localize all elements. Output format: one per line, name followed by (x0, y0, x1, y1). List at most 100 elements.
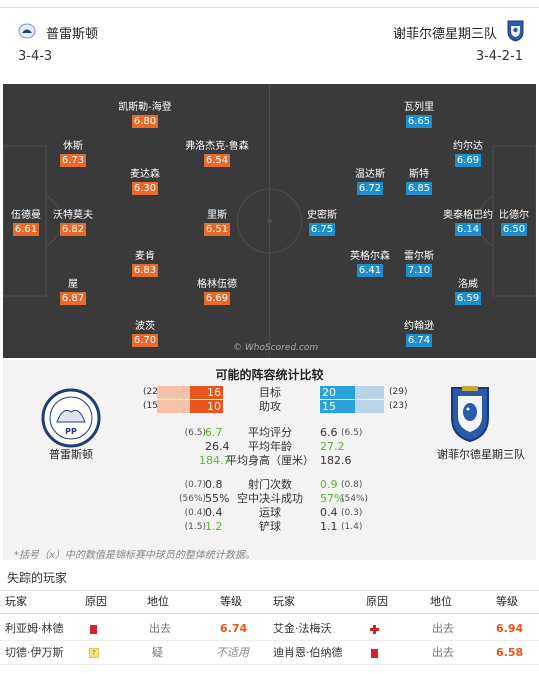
table-header: 玩家 原因 地位 等级 玩家 原因 地位 等级 (0, 590, 539, 614)
avg-rating-row: (6.5) 6.7 平均评分 6.6 (6.5) (3, 426, 536, 440)
away-player-2[interactable]: 约尔达 6.69 (432, 140, 504, 167)
home-assists-bar: 10 (157, 400, 223, 413)
home-assists-fill (190, 400, 223, 413)
away-paren: (0.3) (341, 508, 363, 518)
player-name: 比德尔 (499, 210, 529, 221)
away-player-6[interactable]: 斯特 6.85 (383, 168, 455, 195)
col-reason[interactable]: 原因 (366, 595, 388, 608)
pitch-lines (3, 84, 536, 358)
injury-cross-icon (369, 617, 380, 641)
stat-label: 平均年龄 (248, 440, 292, 453)
player-rating: 6.80 (131, 115, 159, 128)
col-rating[interactable]: 等级 (220, 595, 242, 608)
player-name: 麦达森 (130, 169, 160, 180)
stat-label: 空中决斗成功 (237, 492, 303, 505)
avg-age-row: 26.4 平均年龄 27.2 (3, 440, 536, 454)
player-rating: 6.65 (405, 115, 433, 128)
away-player-9[interactable]: 温达斯 6.72 (334, 168, 406, 195)
player-rating: 6.82 (59, 223, 87, 236)
home-player-5[interactable]: 凯斯勒-海登 6.80 (109, 101, 181, 128)
away-team-name[interactable]: 谢菲尔德星期三队 (392, 27, 497, 42)
player-rating: 6.73 (59, 154, 87, 167)
away-value: 0.4 (320, 506, 338, 519)
home-player-8[interactable]: 波茨 6.70 (109, 320, 181, 347)
home-value: 0.4 (205, 506, 223, 519)
home-player-2[interactable]: 休斯 6.73 (37, 140, 109, 167)
stat-label: 运球 (259, 506, 281, 519)
away-missing-player[interactable]: 艾金·法梅沃 (273, 622, 332, 635)
home-missing-player[interactable]: 切德·伊万斯 (5, 646, 64, 659)
red-card-icon (371, 641, 378, 665)
away-missing-player[interactable]: 迪肖恩·伯纳德 (273, 646, 343, 659)
home-team-badge-icon (18, 23, 36, 39)
home-crest-label: 普雷斯顿 (49, 448, 93, 461)
home-paren: (1.5) (184, 522, 206, 532)
top-divider (0, 0, 539, 8)
away-paren: (0.8) (341, 480, 363, 490)
col-player[interactable]: 玩家 (273, 595, 295, 608)
home-paren: (0.7) (184, 480, 206, 490)
home-missing-player[interactable]: 利亚姆·林德 (5, 622, 64, 635)
dribbles-row: (0.4) 0.4 运球 0.4 (0.3) (3, 506, 536, 520)
home-formation: 3-4-3 (18, 49, 53, 64)
player-name: 英格尔森 (350, 251, 390, 262)
home-player-6[interactable]: 麦达森 6.30 (109, 168, 181, 195)
red-card-icon (90, 617, 97, 641)
home-value: 55% (205, 492, 230, 505)
tackles-row: (1.5) 1.2 铲球 1.1 (1.4) (3, 520, 536, 534)
col-reason[interactable]: 原因 (85, 595, 107, 608)
home-player-3[interactable]: 沃特莫夫 6.82 (37, 209, 109, 236)
assists-bar-row: (15) 10 助攻 15 (23) (3, 400, 536, 413)
player-rating: 6.54 (203, 154, 231, 167)
away-crest-icon (451, 386, 489, 443)
home-value: 26.4 (205, 440, 230, 453)
away-player-4[interactable]: 洛威 6.59 (432, 278, 504, 305)
player-name: 史密斯 (307, 210, 337, 221)
away-rating: 6.94 (496, 622, 524, 635)
player-rating: 6.50 (500, 223, 528, 236)
player-name: 温达斯 (355, 169, 385, 180)
player-name: 伍德曼 (11, 210, 41, 221)
home-player-4[interactable]: 屋 6.87 (37, 278, 109, 305)
player-rating: 6.69 (454, 154, 482, 167)
home-player-7[interactable]: 麦肯 6.83 (109, 250, 181, 277)
home-player-1[interactable]: 伍德曼 6.61 (3, 209, 62, 236)
col-status[interactable]: 地位 (430, 595, 452, 608)
player-name: 里斯 (207, 210, 227, 221)
home-player-11[interactable]: 格林伍德 6.69 (181, 278, 253, 305)
home-rating: 不适用 (216, 646, 249, 659)
player-rating: 6.74 (405, 334, 433, 347)
away-player-11[interactable]: 史密斯 6.75 (286, 209, 358, 236)
away-player-8[interactable]: 约翰逊 6.74 (383, 320, 455, 347)
player-name: 洛威 (458, 279, 478, 290)
home-player-10[interactable]: 里斯 6.51 (181, 209, 253, 236)
away-paren: (6.5) (341, 428, 363, 438)
aerials-row: (56%) 55% 空中决斗成功 57% (54%) (3, 492, 536, 506)
away-value: 57% (320, 492, 345, 505)
player-name: 奥泰格巴约 (443, 210, 493, 221)
player-rating: 6.30 (131, 182, 159, 195)
away-player-3[interactable]: 奥泰格巴约 6.14 (432, 209, 504, 236)
home-value: 6.7 (205, 426, 223, 439)
home-rating: 6.74 (220, 622, 248, 635)
player-rating: 6.70 (131, 334, 159, 347)
away-player-7[interactable]: 雷尔斯 7.10 (383, 250, 455, 277)
away-player-1[interactable]: 比德尔 6.50 (478, 209, 536, 236)
home-goals-season: (22) (143, 387, 162, 397)
stat-label: 铲球 (259, 520, 281, 533)
player-name: 斯特 (409, 169, 429, 180)
col-status[interactable]: 地位 (147, 595, 169, 608)
player-rating: 6.75 (308, 223, 336, 236)
away-assists-season: (23) (389, 401, 408, 411)
home-team-name[interactable]: 普雷斯顿 (46, 27, 99, 42)
player-name: 屋 (68, 279, 78, 290)
home-paren: (0.4) (184, 508, 206, 518)
away-player-10[interactable]: 英格尔森 6.41 (334, 250, 406, 277)
home-crest-initials: PP (65, 427, 77, 436)
stat-label: 平均评分 (248, 426, 292, 439)
away-player-5[interactable]: 瓦列里 6.65 (383, 101, 455, 128)
home-player-9[interactable]: 弗洛杰克-鲁森 6.54 (181, 140, 253, 167)
col-player[interactable]: 玩家 (5, 595, 27, 608)
table-row: 切德·伊万斯 ? 疑 不适用 迪肖恩·伯纳德 出去 6.58 (0, 641, 539, 665)
col-rating[interactable]: 等级 (496, 595, 518, 608)
